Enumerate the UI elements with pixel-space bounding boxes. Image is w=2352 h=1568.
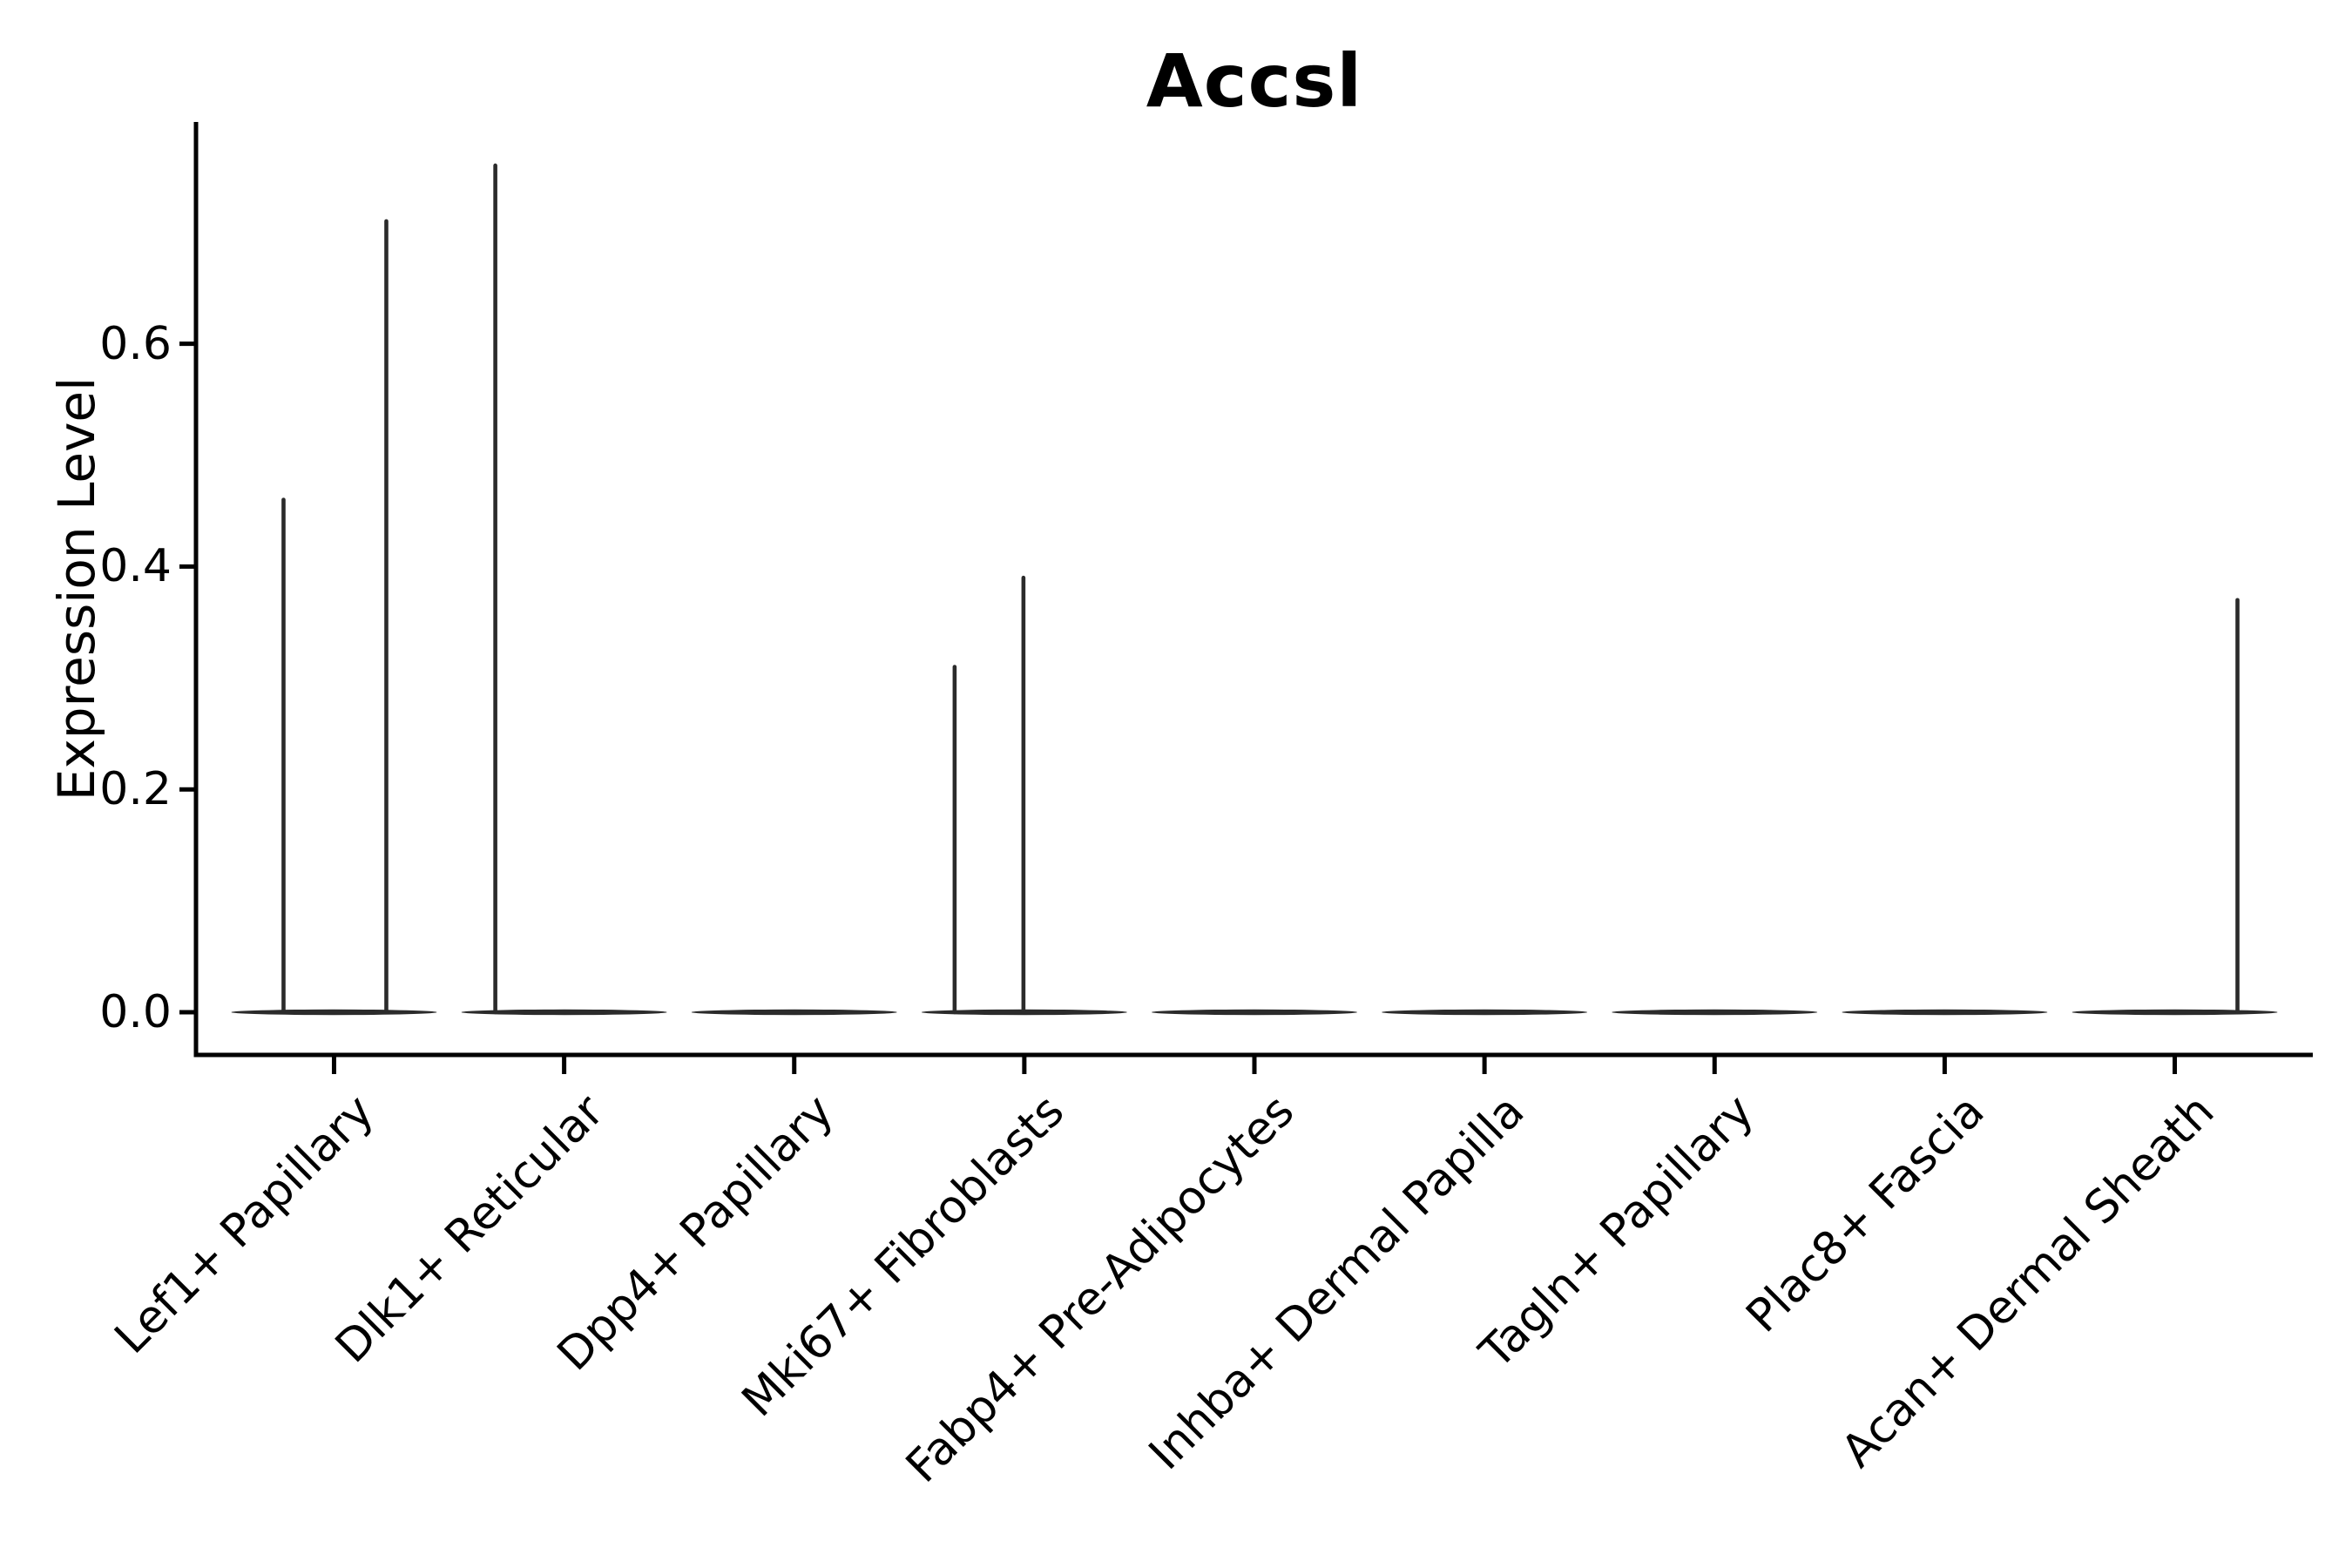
y-tick-label: 0.0 — [99, 986, 172, 1038]
violin-baseline — [2072, 1009, 2278, 1016]
y-tick-label: 0.2 — [99, 763, 172, 816]
y-tick-label: 0.6 — [99, 317, 172, 370]
violin-baseline — [1152, 1009, 1357, 1016]
violin-baseline — [231, 1009, 437, 1016]
plot-title: Accsl — [1146, 38, 1363, 124]
violin-baseline — [1612, 1009, 1818, 1016]
violin-baseline — [1382, 1009, 1588, 1016]
y-tick-label: 0.4 — [99, 540, 172, 593]
violin-baseline — [1842, 1009, 2048, 1016]
violin-baseline — [461, 1009, 667, 1016]
violin-baseline — [691, 1009, 897, 1016]
